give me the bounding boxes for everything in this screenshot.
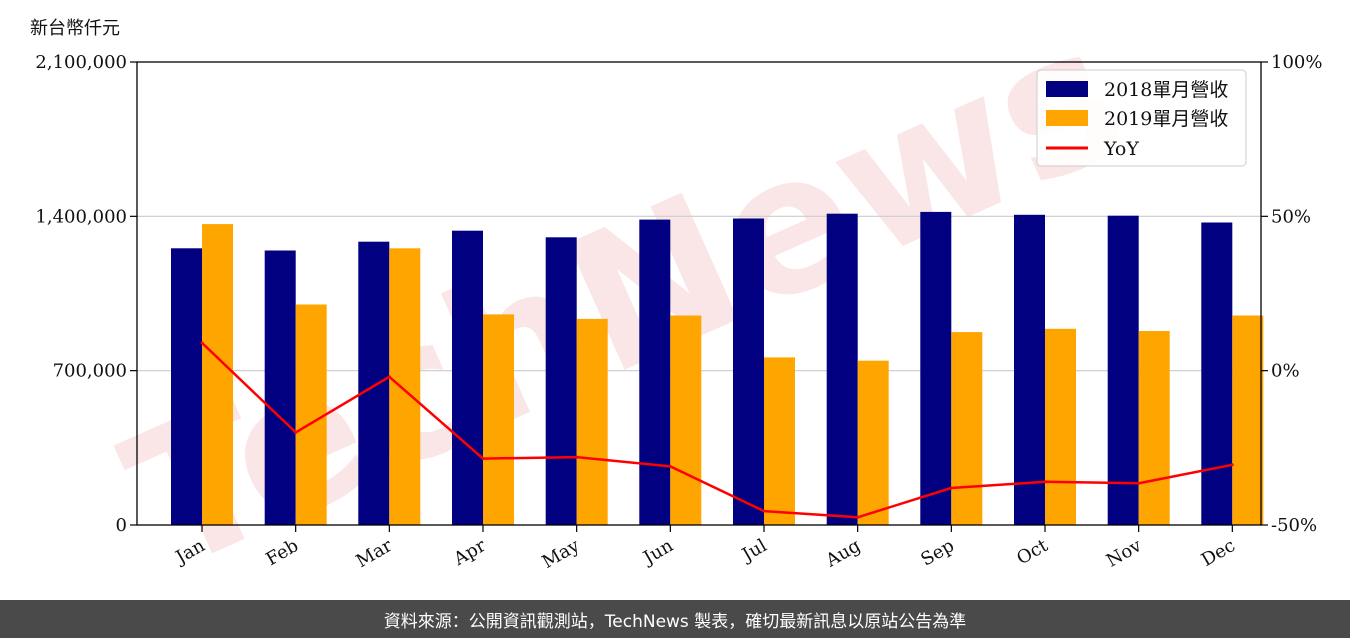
legend-swatch-1 [1046,110,1088,126]
left-tick-label: 0 [116,515,127,536]
bars [171,211,1264,526]
bar-2019-aug [857,360,889,525]
bar-2019-jan [202,224,233,525]
left-tick-label: 1,400,000 [35,206,127,227]
right-tick-label: -50% [1271,515,1317,536]
yoy-point-feb [294,430,298,434]
yoy-point-sep [949,486,953,490]
legend: 2018單月營收 2019單月營收 YoY [1036,69,1247,167]
bar-2018-apr [452,230,483,525]
bar-2019-feb [295,304,327,525]
left-tick-label: 700,000 [53,361,127,382]
legend-label-1: 2019單月營收 [1104,108,1228,130]
unit-label: 新台幣仟元 [30,18,120,39]
x-tick-label-aug: Aug [822,535,865,572]
watermark-text: TechNews [98,0,1154,614]
x-tick-label-apr: Apr [449,535,489,570]
bar-2019-may [576,318,608,525]
yoy-point-mar [387,375,391,379]
watermark: TechNews [98,0,1154,614]
legend-label-2: YoY [1103,138,1139,160]
bar-2019-jun [670,315,702,525]
yoy-point-aug [856,515,860,519]
yoy-point-may [575,455,579,459]
x-tick-label-jun: Jun [638,535,677,570]
bar-2018-aug [826,213,858,525]
bar-2019-sep [951,332,983,525]
bar-2018-mar [358,241,390,525]
yoy-point-jul [762,509,766,513]
bar-2018-may [545,237,577,526]
bar-2018-sep [920,211,952,525]
legend-label-0: 2018單月營收 [1104,79,1228,101]
yoy-point-nov [1137,481,1141,485]
bar-2018-feb [264,250,296,525]
bar-2018-dec [1201,222,1233,525]
yoy-point-jun [668,464,672,468]
footer-text: 資料來源：公開資訊觀測站，TechNews 製表，確切最新訊息以原站公告為準 [383,611,967,632]
right-tick-label: 100% [1271,52,1322,73]
bar-2018-jun [639,219,671,525]
x-tick-label-dec: Dec [1198,535,1239,571]
bar-2019-nov [1138,331,1170,525]
legend-box [1036,69,1247,167]
x-tick-label-mar: Mar [353,535,397,572]
bar-2018-oct [1014,214,1045,526]
plot-frame [136,61,1262,526]
yoy-line [201,341,1233,519]
yoy-point-jan [200,341,204,345]
bar-2019-oct [1045,328,1076,525]
left-tick-label: 2,100,000 [35,52,127,73]
right-tick-label: 50% [1271,206,1311,227]
yoy-point-apr [481,457,485,461]
bar-2019-apr [483,314,514,525]
bar-2018-nov [1107,215,1139,525]
x-tick-label-jul: Jul [737,535,771,567]
bar-2018-jan [171,248,202,526]
bar-2019-jul [764,357,795,525]
yoy-point-dec [1230,463,1234,467]
yoy-point-oct [1043,480,1047,484]
yoy-line-group [200,341,1234,519]
x-tick-label-oct: Oct [1013,535,1052,570]
footer-source: 資料來源：公開資訊觀測站，TechNews 製表，確切最新訊息以原站公告為準 [0,600,1350,638]
bar-2019-dec [1232,315,1264,525]
legend-swatch-0 [1046,81,1088,97]
bar-2018-jul [733,218,764,525]
x-tick-label-nov: Nov [1103,535,1146,572]
bar-2019-mar [389,248,421,526]
x-tick-label-may: May [539,535,584,573]
right-tick-label: 0% [1271,361,1300,382]
x-tick-label-sep: Sep [917,535,957,570]
